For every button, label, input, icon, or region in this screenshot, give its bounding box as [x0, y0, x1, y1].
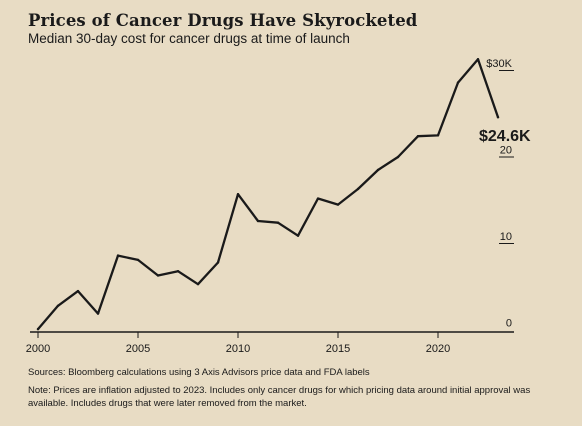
data-point-2012 [276, 221, 280, 224]
x-tick-label: 2020 [426, 343, 450, 355]
data-point-2011 [256, 219, 260, 223]
data-point-2020 [436, 134, 440, 137]
data-point-2016 [356, 187, 360, 191]
data-point-2004 [116, 254, 120, 257]
data-point-2005 [136, 258, 140, 262]
end-value-label: $24.6K [479, 128, 531, 145]
x-tick-label: 2000 [26, 343, 50, 355]
x-axis-ticks: 2000 2005 2010 2015 2020 [26, 332, 450, 355]
data-point-2006 [156, 274, 160, 277]
x-tick-label: 2005 [126, 343, 150, 355]
chart-title: Prices of Cancer Drugs Have Skyrocketed [28, 11, 418, 30]
data-point-2008 [196, 282, 200, 286]
data-point-2003 [96, 312, 100, 315]
y-tick-label: $30K [486, 58, 512, 70]
data-point-2002 [76, 289, 80, 293]
data-point-2001 [56, 304, 60, 307]
data-point-2013 [296, 234, 300, 237]
data-point-2000 [36, 327, 40, 331]
data-point-2017 [376, 168, 380, 172]
y-tick-label: 0 [506, 318, 512, 330]
x-tick-label: 2010 [226, 343, 250, 355]
data-point-2021 [456, 81, 460, 84]
data-point-2023 [496, 116, 500, 119]
source-note: Sources: Bloomberg calculations using 3 … [28, 367, 370, 378]
x-tick-label: 2015 [326, 343, 350, 355]
data-point-2010 [236, 192, 240, 196]
methodology-note: Note: Prices are inflation adjusted to 2… [28, 385, 531, 409]
data-point-2022 [476, 58, 480, 61]
data-points [36, 58, 500, 331]
data-point-2018 [396, 155, 400, 159]
chart-subtitle: Median 30-day cost for cancer drugs at t… [28, 31, 350, 46]
y-axis-ticks: 0 10 20 $30K [486, 58, 514, 330]
y-tick-label: 20 [500, 145, 512, 157]
line-chart: 2000 2005 2010 2015 2020 0 10 20 $30K $24.6K [26, 58, 531, 355]
data-point-2014 [316, 197, 320, 200]
data-point-2009 [216, 261, 220, 264]
series-line [36, 58, 500, 331]
y-tick-label: 10 [500, 231, 512, 243]
data-point-2019 [416, 135, 420, 138]
data-point-2015 [336, 203, 340, 206]
data-point-2007 [176, 269, 180, 273]
